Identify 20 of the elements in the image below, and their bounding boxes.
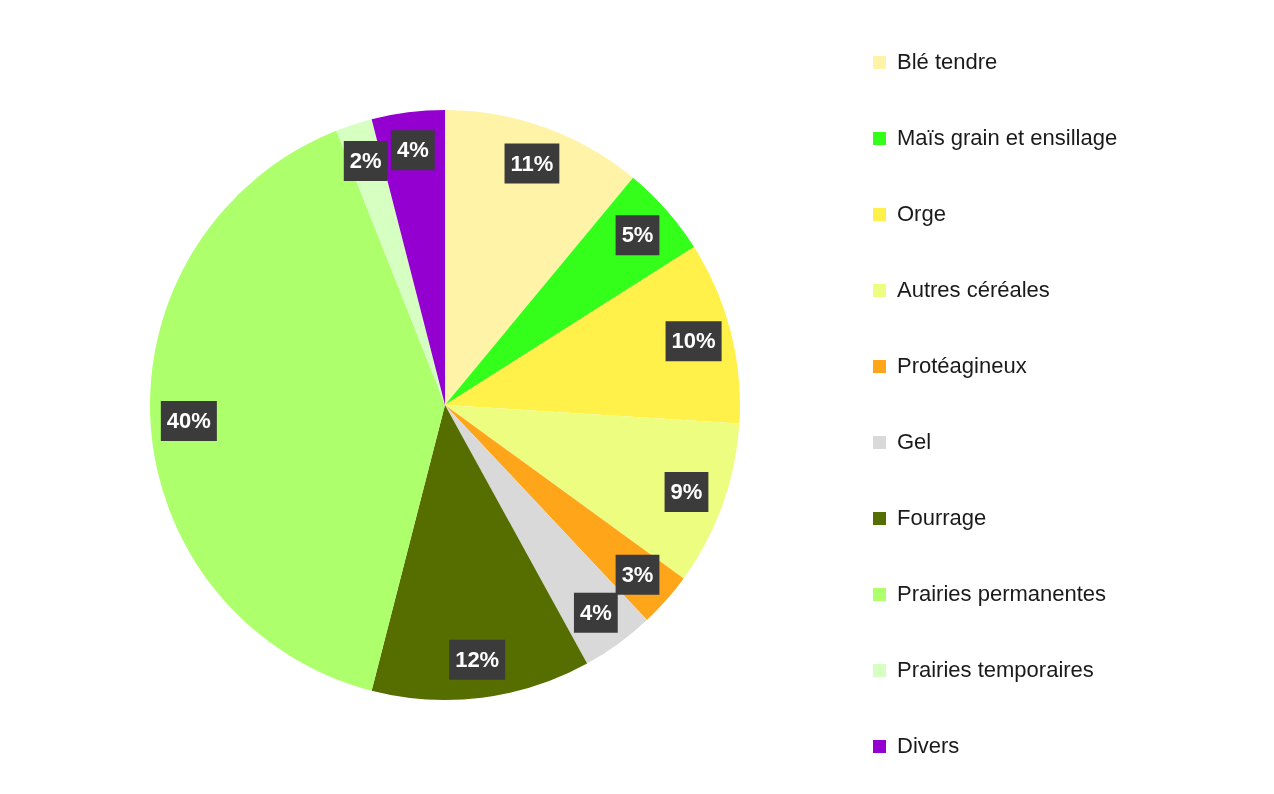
data-label: 5%	[621, 222, 654, 248]
data-label: 4%	[579, 599, 612, 625]
data-label: 9%	[670, 479, 703, 504]
data-label: 40%	[166, 408, 211, 434]
data-label: 4%	[396, 137, 429, 163]
legend-label: Protéagineux	[897, 353, 1027, 379]
data-label: 3%	[621, 561, 654, 587]
legend-label: Orge	[897, 201, 946, 227]
legend-label: Blé tendre	[897, 49, 998, 75]
data-label: 11%	[510, 150, 554, 176]
legend-label: Maïs grain et ensillage	[897, 125, 1118, 151]
legend-label: Divers	[897, 733, 960, 759]
legend-label: Prairies temporaires	[897, 657, 1094, 683]
data-label: 2%	[349, 147, 382, 173]
legend-label: Prairies permanentes	[897, 581, 1107, 607]
data-label: 10%	[671, 328, 716, 354]
legend-label: Fourrage	[897, 505, 987, 531]
legend-label: Gel	[897, 429, 932, 455]
data-label: 12%	[455, 646, 500, 672]
legend-label: Autres céréales	[897, 277, 1050, 303]
